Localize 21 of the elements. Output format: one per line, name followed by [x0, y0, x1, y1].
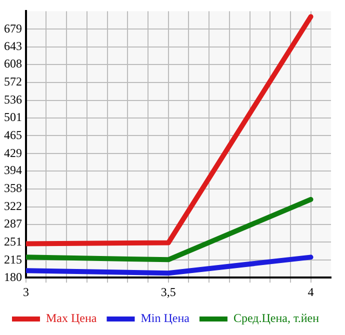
y-tick-label: 358 — [4, 181, 22, 196]
y-tick-label: 287 — [4, 216, 22, 230]
x-tick-label: 4 — [308, 284, 314, 299]
y-tick-label: 501 — [4, 110, 22, 124]
y-tick-label: 251 — [4, 234, 22, 248]
y-tick-label: 429 — [4, 146, 22, 160]
y-tick-label: 322 — [4, 199, 22, 214]
y-tick-label: 180 — [4, 270, 22, 284]
legend-label: Max Цена — [46, 311, 98, 326]
y-tick-label: 643 — [4, 39, 22, 54]
x-tick-label: 3 — [23, 284, 29, 299]
y-tick-label: 465 — [4, 128, 22, 142]
y-tick-label: 679 — [4, 21, 22, 36]
y-tick-label: 608 — [4, 56, 22, 71]
legend-label: Min Цена — [140, 311, 190, 326]
y-tick-label: 536 — [4, 92, 22, 106]
y-tick-label: 215 — [4, 252, 22, 266]
y-tick-label: 394 — [4, 163, 22, 178]
x-tick-label: 3,5 — [160, 284, 176, 299]
legend-label: Сред.Цена, т.йен — [233, 311, 320, 326]
y-tick-label: 572 — [4, 74, 22, 89]
